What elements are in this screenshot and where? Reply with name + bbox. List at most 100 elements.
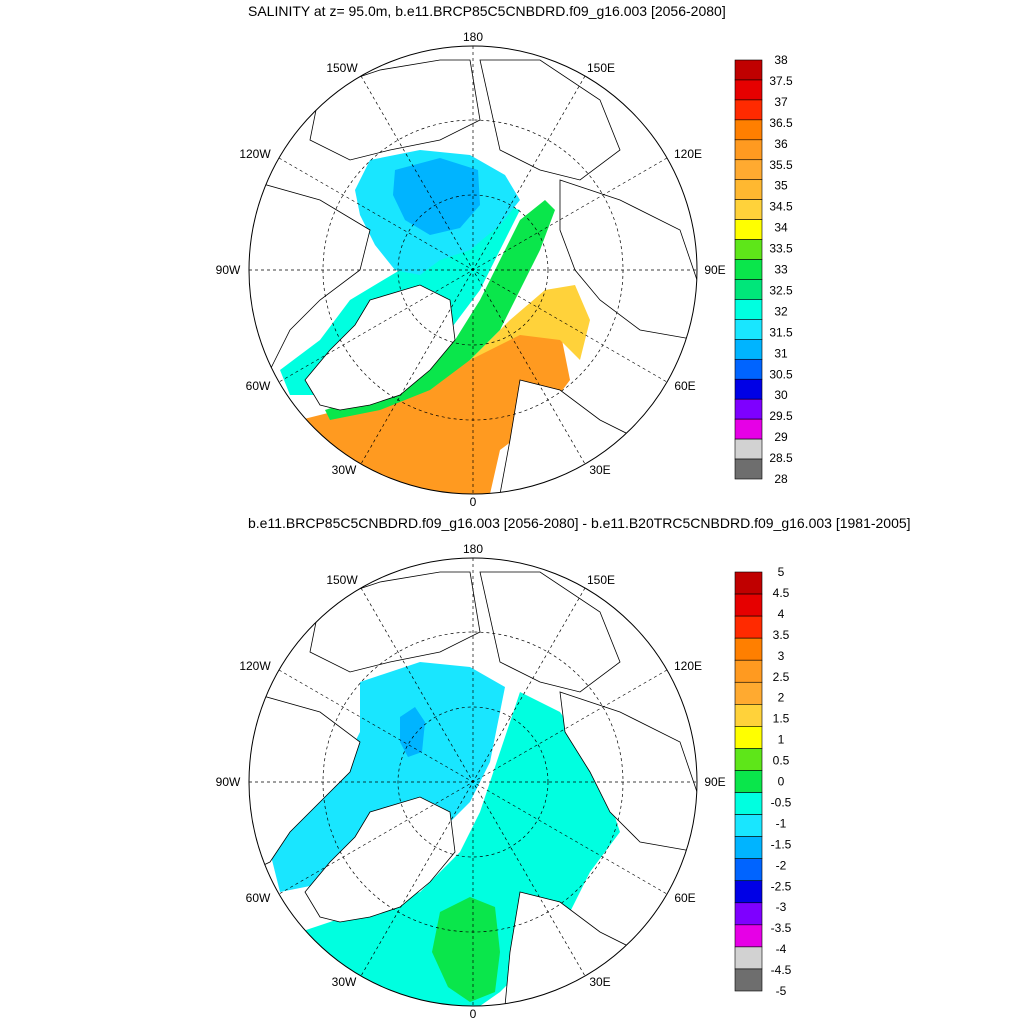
colorbar-swatch: [734, 659, 763, 683]
top-colorbar: 38 37.5 37 36.5 36 35.5 35 34.5 34 33.5 33 32.5 32 31…: [734, 53, 793, 486]
chukotka-land: [479, 59, 621, 181]
norwegian-sea-region: [300, 330, 570, 494]
colorbar-swatch: [734, 99, 763, 121]
colorbar-swatch: [734, 199, 763, 220]
colorbar-label: 3: [778, 649, 785, 663]
longitude-label: 30W: [332, 463, 357, 477]
siberia-land: [559, 691, 697, 853]
colorbar-swatch: [734, 119, 763, 141]
colorbar-swatch: [734, 924, 763, 948]
siberia-land: [559, 179, 697, 341]
bottom-panel-title: b.e11.BRCP85C5CNBDRD.f09_g16.003 [2056-2…: [248, 515, 911, 531]
colorbar-label: -2.5: [771, 879, 792, 893]
colorbar-label: 38: [774, 53, 788, 67]
colorbar-label: 35: [774, 179, 788, 193]
colorbar-swatch: [734, 139, 763, 161]
colorbar-label: 31: [774, 346, 788, 360]
colorbar-label: 32: [774, 304, 788, 318]
colorbar-label: 0.5: [773, 754, 790, 768]
longitude-label: 60W: [246, 891, 271, 905]
colorbar-label: 33: [774, 263, 788, 277]
colorbar-swatch: [734, 770, 763, 793]
longitude-label: 150E: [587, 573, 615, 587]
longitude-label: 90W: [216, 775, 241, 789]
colorbar-swatch: [734, 398, 763, 420]
longitude-label: 0: [470, 1007, 477, 1021]
top-polar-map: 180 150E 120E 90E 60E 30E 0 30W 60W 90W 120W 150W 3…: [216, 30, 793, 509]
colorbar-swatch: [734, 681, 763, 705]
colorbar-swatch: [734, 79, 763, 101]
longitude-label: 150W: [326, 61, 358, 75]
colorbar-swatch: [734, 836, 763, 859]
colorbar-swatch: [734, 279, 763, 300]
longitude-label: 30W: [332, 975, 357, 989]
colorbar-label: 2: [778, 691, 785, 705]
colorbar-label: 32.5: [769, 283, 793, 297]
colorbar-swatch: [734, 704, 763, 727]
colorbar-label: 30: [774, 388, 788, 402]
colorbar-label: -5: [776, 984, 787, 998]
colorbar-label: 4.5: [773, 586, 790, 600]
longitude-label: 120W: [239, 147, 271, 161]
colorbar-swatch: [734, 59, 763, 81]
colorbar-swatch: [734, 179, 763, 200]
longitude-label: 60W: [246, 379, 271, 393]
colorbar-label: 36.5: [769, 116, 793, 130]
norwegian-sea-region: [432, 897, 500, 1002]
longitude-label: 90W: [216, 263, 241, 277]
colorbar-label: 1: [778, 733, 785, 747]
colorbar-label: 37.5: [769, 74, 793, 88]
colorbar-swatch: [734, 219, 763, 240]
greenland-land: [304, 796, 456, 923]
colorbar-swatch: [734, 378, 763, 400]
greenland-land: [304, 284, 456, 411]
colorbar-swatch: [734, 319, 763, 340]
central-arctic-region: [270, 662, 505, 892]
colorbar-swatch: [734, 299, 763, 320]
colorbar-swatch: [734, 858, 763, 882]
colorbar-swatch: [734, 814, 763, 837]
longitude-label: 120E: [674, 147, 702, 161]
colorbar-swatch: [734, 792, 763, 815]
colorbar-label: -0.5: [771, 795, 792, 809]
colorbar-label: 28: [774, 472, 788, 486]
longitude-label: 30E: [589, 463, 610, 477]
colorbar-swatch: [734, 726, 763, 749]
bottom-colorbar: 5 4.5 4 3.5 3 2.5 2 1.5 1 0.5 0 -0.5 -1 -1.5 -2 -2.5 -3 -…: [734, 565, 792, 998]
canada-basin-region: [393, 158, 480, 235]
colorbar-swatch: [734, 259, 763, 280]
colorbar-swatch: [734, 968, 763, 992]
longitude-label: 90E: [704, 263, 725, 277]
colorbar-label: 34.5: [769, 200, 793, 214]
barents-sea-region: [470, 285, 590, 360]
colorbar-swatch: [734, 239, 763, 260]
colorbar-swatch: [734, 748, 763, 771]
longitude-label: 180: [463, 30, 483, 44]
colorbar-swatch: [734, 880, 763, 904]
longitude-label: 60E: [674, 379, 695, 393]
alaska-land: [309, 571, 481, 673]
colorbar-label: -1.5: [771, 837, 792, 851]
beaufort-minimum-region: [400, 707, 425, 757]
colorbar-swatch: [734, 637, 763, 661]
alaska-land: [309, 59, 481, 161]
longitude-label: 0: [470, 495, 477, 509]
longitude-label: 150E: [587, 61, 615, 75]
longitude-label: 120E: [674, 659, 702, 673]
colorbar-label: 0: [778, 775, 785, 789]
colorbar-label: 5: [778, 565, 785, 579]
colorbar-label: 3.5: [773, 628, 790, 642]
bottom-polar-map: 180 150E 120E 90E 60E 30E 0 30W 60W 90W 120W 150W 5…: [216, 542, 792, 1021]
colorbar-swatch: [734, 946, 763, 970]
colorbar-label: -4.5: [771, 963, 792, 977]
colorbar-label: 36: [774, 137, 788, 151]
colorbar-swatch: [734, 593, 763, 617]
top-panel-title: SALINITY at z= 95.0m, b.e11.BRCP85C5CNBD…: [248, 3, 726, 19]
colorbar-label: -1: [776, 816, 787, 830]
colorbar-label: 29: [774, 430, 788, 444]
longitude-label: 90E: [704, 775, 725, 789]
longitude-label: 150W: [326, 573, 358, 587]
bottom-longitude-labels: 180 150E 120E 90E 60E 30E 0 30W 60W 90W 120W 150W: [216, 542, 726, 1021]
colorbar-swatch: [734, 358, 763, 380]
colorbar-label: -3: [776, 900, 787, 914]
